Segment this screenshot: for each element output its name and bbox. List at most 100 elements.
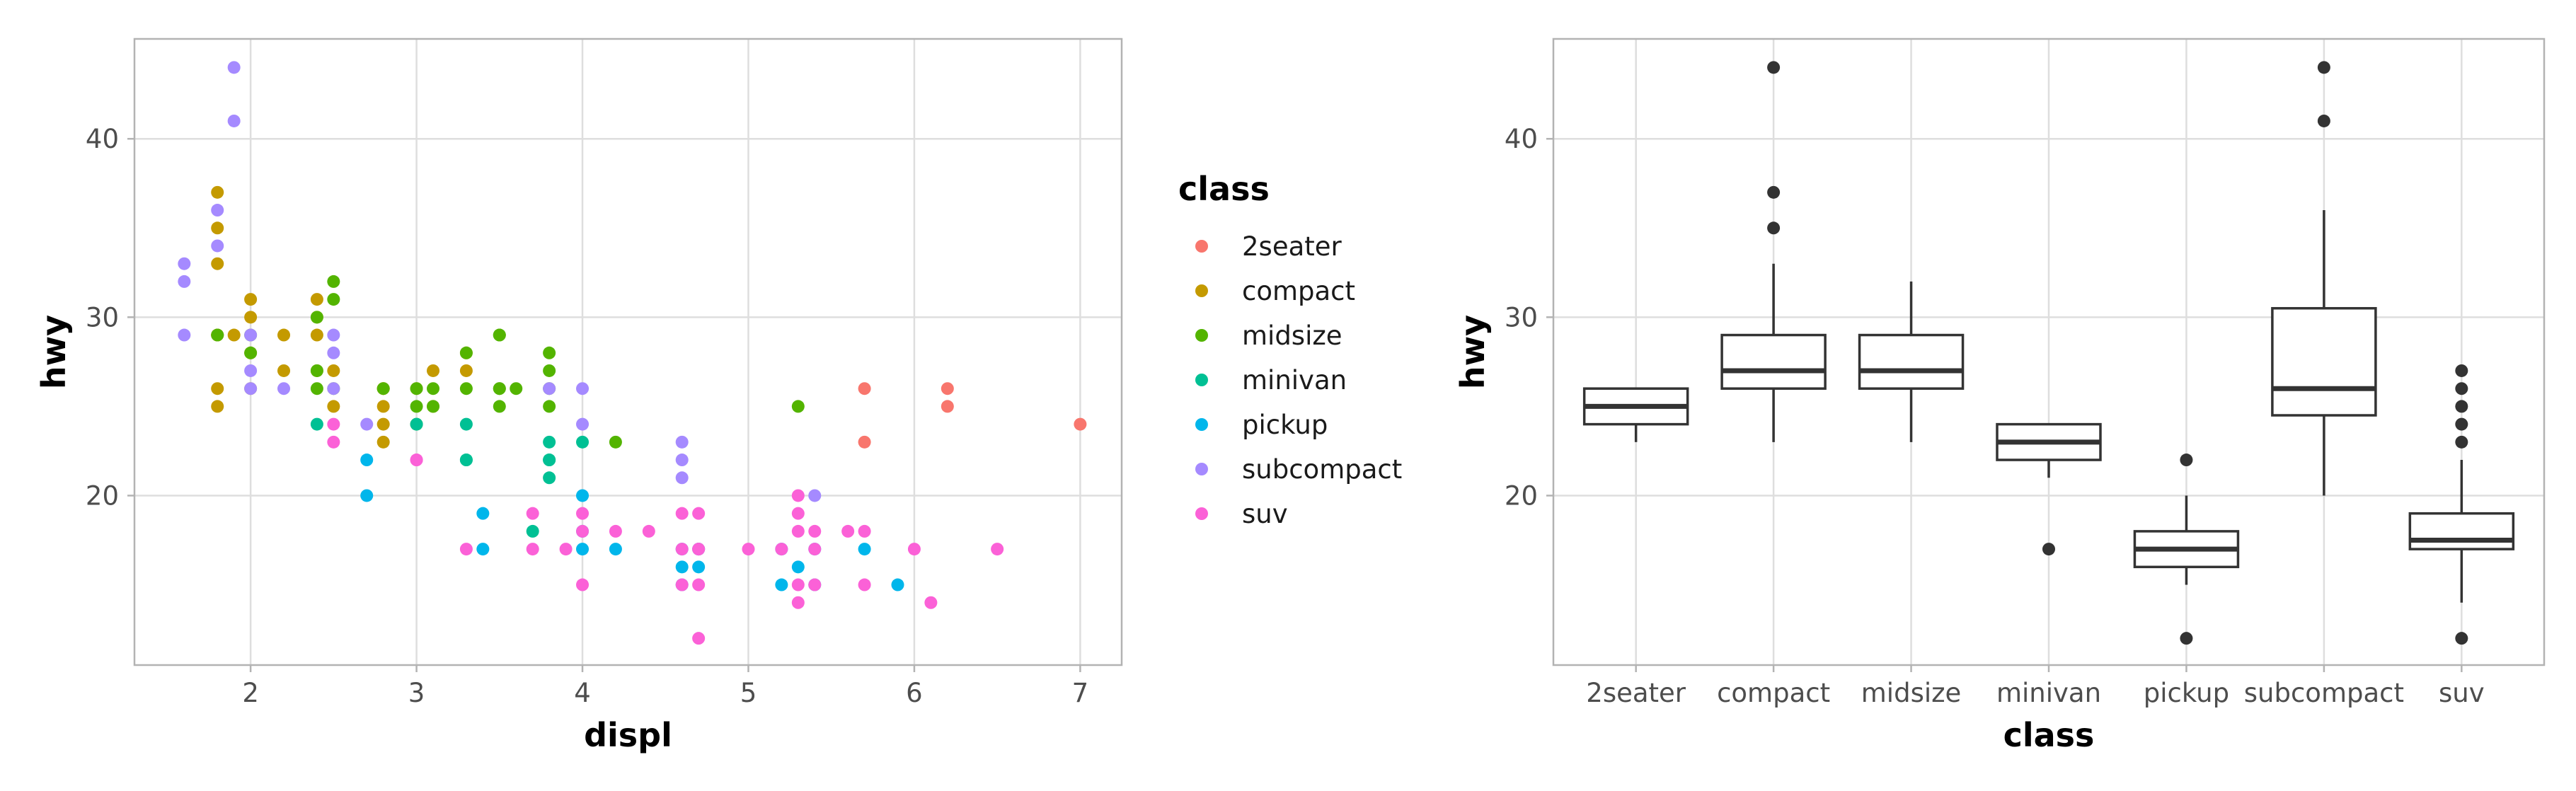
data-point-subcompact	[178, 275, 191, 288]
data-point-pickup	[360, 454, 374, 467]
data-point-midsize	[427, 382, 440, 396]
outlier-point	[2455, 400, 2468, 413]
data-point-suv	[808, 578, 822, 591]
x-tick-label: 5	[740, 678, 757, 708]
data-point-suv	[675, 507, 689, 520]
data-point-compact	[244, 293, 258, 306]
box-subcompact	[2271, 61, 2377, 496]
data-point-midsize	[791, 400, 805, 413]
data-point-suv	[410, 454, 423, 467]
outlier-point	[2455, 364, 2468, 377]
data-point-suv	[526, 543, 539, 556]
class-legend: class 2seater compact midsize minivan pickup s…	[1178, 170, 1402, 529]
data-point-subcompact	[327, 346, 340, 359]
data-point-suv	[526, 507, 539, 520]
data-point-pickup	[360, 489, 374, 502]
data-point-suv	[907, 543, 921, 556]
box-body	[2271, 306, 2377, 417]
data-point-midsize	[410, 400, 423, 413]
legend-key-suv	[1195, 507, 1208, 520]
data-point-midsize	[244, 346, 258, 359]
data-point-2seater	[1074, 417, 1087, 431]
data-point-subcompact	[227, 114, 241, 127]
data-point-midsize	[543, 364, 556, 377]
x-axis-title: class	[2003, 716, 2095, 754]
data-point-pickup	[675, 560, 689, 574]
legend-label-compact: compact	[1242, 276, 1355, 306]
x-tick-label: suv	[2439, 678, 2485, 708]
data-point-minivan	[459, 454, 473, 467]
data-point-subcompact	[327, 328, 340, 342]
legend-key-minivan	[1195, 374, 1208, 386]
data-point-subcompact	[211, 204, 224, 217]
data-point-pickup	[775, 578, 788, 591]
data-point-minivan	[410, 417, 423, 431]
data-point-midsize	[493, 400, 506, 413]
data-point-compact	[376, 400, 390, 413]
data-point-subcompact	[211, 239, 224, 253]
outlier-point	[2455, 632, 2468, 645]
data-point-compact	[227, 328, 241, 342]
data-point-subcompact	[244, 364, 258, 377]
data-point-minivan	[310, 417, 323, 431]
data-point-minivan	[459, 417, 473, 431]
box-2seater	[1582, 387, 1689, 442]
data-point-pickup	[476, 507, 490, 520]
legend-key-subcompact	[1195, 463, 1208, 475]
x-tick-label: 2	[242, 678, 259, 708]
box-body	[1720, 333, 1827, 390]
data-point-midsize	[493, 328, 506, 342]
data-point-midsize	[427, 400, 440, 413]
y-tick-label: 40	[86, 124, 119, 154]
data-point-midsize	[310, 382, 323, 396]
data-point-suv	[808, 524, 822, 538]
data-point-midsize	[510, 382, 523, 396]
data-point-compact	[327, 364, 340, 377]
legend-key-midsize	[1195, 329, 1208, 342]
data-point-pickup	[476, 543, 490, 556]
outlier-point	[2455, 417, 2468, 431]
legend-key-pickup	[1195, 418, 1208, 431]
box-midsize	[1858, 281, 1965, 442]
outlier-point	[1767, 221, 1781, 235]
data-point-subcompact	[244, 328, 258, 342]
data-point-midsize	[327, 293, 340, 306]
data-point-compact	[277, 364, 291, 377]
data-point-suv	[791, 524, 805, 538]
data-point-2seater	[941, 382, 954, 396]
box-compact	[1720, 61, 1827, 442]
data-point-compact	[310, 293, 323, 306]
outlier-point	[2455, 382, 2468, 396]
data-point-subcompact	[675, 471, 689, 485]
data-point-compact	[459, 364, 473, 377]
outlier-point	[2455, 435, 2468, 449]
box-body	[2408, 512, 2515, 550]
x-axis-title: displ	[584, 716, 672, 754]
outlier-point	[2317, 114, 2330, 127]
data-point-midsize	[327, 275, 340, 288]
data-point-subcompact	[675, 454, 689, 467]
plot-frame	[133, 37, 1123, 666]
data-point-compact	[427, 364, 440, 377]
outlier-point	[2180, 454, 2193, 467]
scatter-plot-panel: 2 3 4 5 6 7 20 30 40 displ hwy	[35, 37, 1123, 754]
data-point-subcompact	[227, 61, 241, 74]
data-point-suv	[609, 524, 622, 538]
x-tick-label: midsize	[1861, 678, 1962, 708]
y-tick-label: 30	[86, 302, 119, 333]
data-point-subcompact	[808, 489, 822, 502]
data-point-suv	[692, 543, 706, 556]
data-point-suv	[675, 543, 689, 556]
data-point-compact	[376, 435, 390, 449]
data-point-suv	[576, 578, 590, 591]
data-point-compact	[211, 221, 224, 235]
data-point-minivan	[543, 471, 556, 485]
data-point-subcompact	[360, 417, 374, 431]
data-point-suv	[692, 578, 706, 591]
data-point-subcompact	[675, 435, 689, 449]
data-point-suv	[924, 596, 938, 609]
data-point-compact	[327, 400, 340, 413]
data-point-suv	[692, 507, 706, 520]
data-point-minivan	[543, 435, 556, 449]
